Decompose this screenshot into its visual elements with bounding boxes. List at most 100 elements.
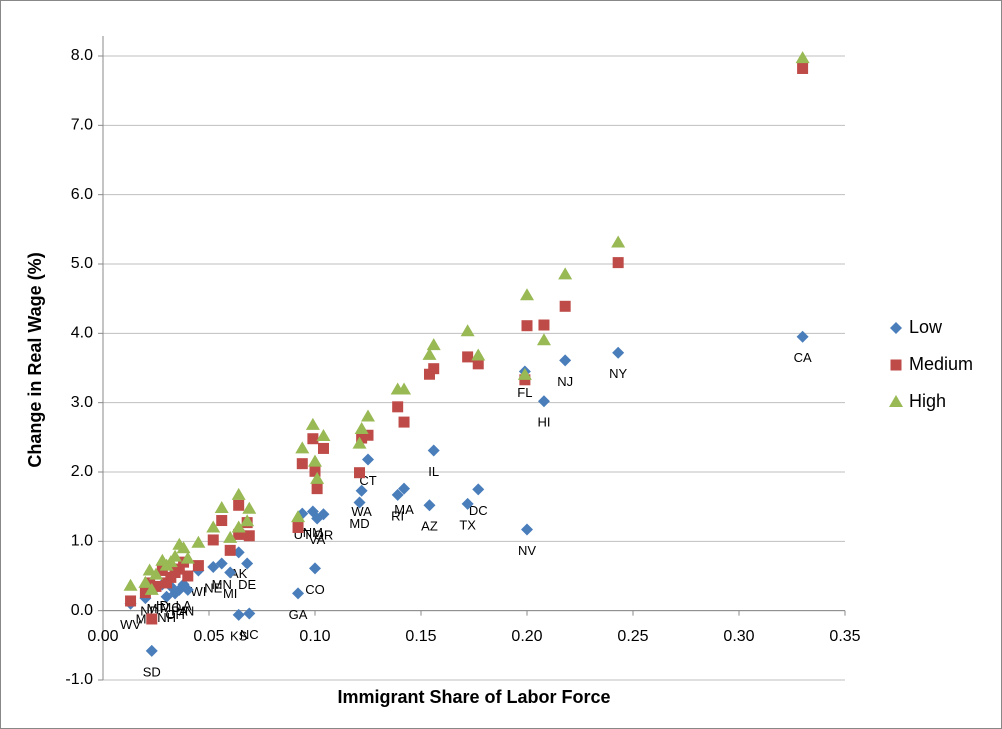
point <box>612 257 624 269</box>
point <box>233 528 245 540</box>
y-tick-label: 2.0 <box>71 463 93 480</box>
point <box>462 351 474 363</box>
point <box>423 499 436 512</box>
point-label: NH <box>157 610 176 625</box>
point <box>191 535 206 548</box>
legend-label: Medium <box>909 354 973 374</box>
point <box>797 62 809 74</box>
point-label: NC <box>240 627 259 642</box>
y-tick-label: 6.0 <box>71 186 93 203</box>
point <box>216 515 228 527</box>
point <box>558 267 573 280</box>
point-label: DC <box>469 503 488 518</box>
point-label: IL <box>428 464 439 479</box>
point <box>145 644 158 657</box>
point-label: MT <box>147 601 166 616</box>
point <box>308 454 322 467</box>
point <box>295 441 310 454</box>
point <box>311 483 323 495</box>
point <box>123 578 138 591</box>
point-label: SD <box>143 664 161 679</box>
point <box>398 482 411 495</box>
point-label: CA <box>794 350 812 365</box>
point <box>521 320 533 332</box>
point-label: ID <box>156 598 169 613</box>
legend-label: High <box>909 391 946 411</box>
point <box>243 530 255 542</box>
point <box>423 368 435 380</box>
point-label: NV <box>518 543 536 558</box>
point-label: AZ <box>421 519 438 534</box>
point-label: NE <box>204 580 222 595</box>
point <box>362 429 374 441</box>
point-label: HI <box>537 415 550 430</box>
point <box>207 560 220 573</box>
x-axis-title: Immigrant Share of Labor Force <box>337 687 610 707</box>
point <box>472 483 485 496</box>
point <box>176 541 191 554</box>
point <box>243 607 256 620</box>
x-tick-label: 0.05 <box>193 628 224 645</box>
point <box>537 395 550 408</box>
point-label: OR <box>314 528 334 543</box>
point <box>214 501 229 514</box>
y-axis-title: Change in Real Wage (%) <box>25 252 45 467</box>
point <box>155 553 170 566</box>
point <box>306 505 319 518</box>
x-tick-label: 0.25 <box>617 628 648 645</box>
point <box>426 338 441 351</box>
point-label: MA <box>394 502 414 517</box>
point-label: AK <box>230 566 248 581</box>
y-tick-label: 1.0 <box>71 533 93 550</box>
point <box>233 499 245 511</box>
legend-marker <box>890 322 902 334</box>
point <box>316 428 331 441</box>
point <box>398 416 410 428</box>
point-label: OH <box>165 607 185 622</box>
point <box>150 580 162 592</box>
point <box>146 613 158 625</box>
point <box>231 520 246 533</box>
point <box>144 582 159 595</box>
point <box>125 595 137 607</box>
point <box>180 551 195 564</box>
point <box>241 557 254 570</box>
point <box>309 562 321 575</box>
point <box>354 422 369 435</box>
point <box>149 567 163 580</box>
x-tick-label: 0.15 <box>405 628 436 645</box>
point <box>517 367 532 380</box>
point <box>305 417 320 430</box>
point <box>520 288 534 301</box>
point <box>142 563 157 576</box>
point <box>392 401 404 413</box>
point-label: MO <box>160 600 181 615</box>
x-tick-label: 0.35 <box>829 628 860 645</box>
point-label: TX <box>459 517 476 532</box>
point <box>354 467 366 479</box>
point <box>471 348 486 361</box>
point <box>612 346 625 359</box>
point <box>207 534 219 546</box>
point-label: PA <box>171 603 188 618</box>
legend-label: Low <box>909 317 943 337</box>
point <box>165 571 177 583</box>
point <box>160 590 173 603</box>
x-tick-label: 0.00 <box>87 628 118 645</box>
point <box>292 521 304 533</box>
point <box>317 442 329 454</box>
y-tick-label: 0.0 <box>71 602 93 619</box>
point <box>138 575 153 588</box>
point-label: MI <box>223 586 237 601</box>
point <box>352 436 367 449</box>
point <box>460 324 475 337</box>
point-label: KS <box>230 628 248 643</box>
point <box>795 51 810 64</box>
point <box>139 587 151 599</box>
point-label: WI <box>190 584 206 599</box>
point-label: NJ <box>557 374 573 389</box>
point <box>428 363 440 375</box>
point-label: VA <box>309 532 326 547</box>
point <box>231 487 246 500</box>
